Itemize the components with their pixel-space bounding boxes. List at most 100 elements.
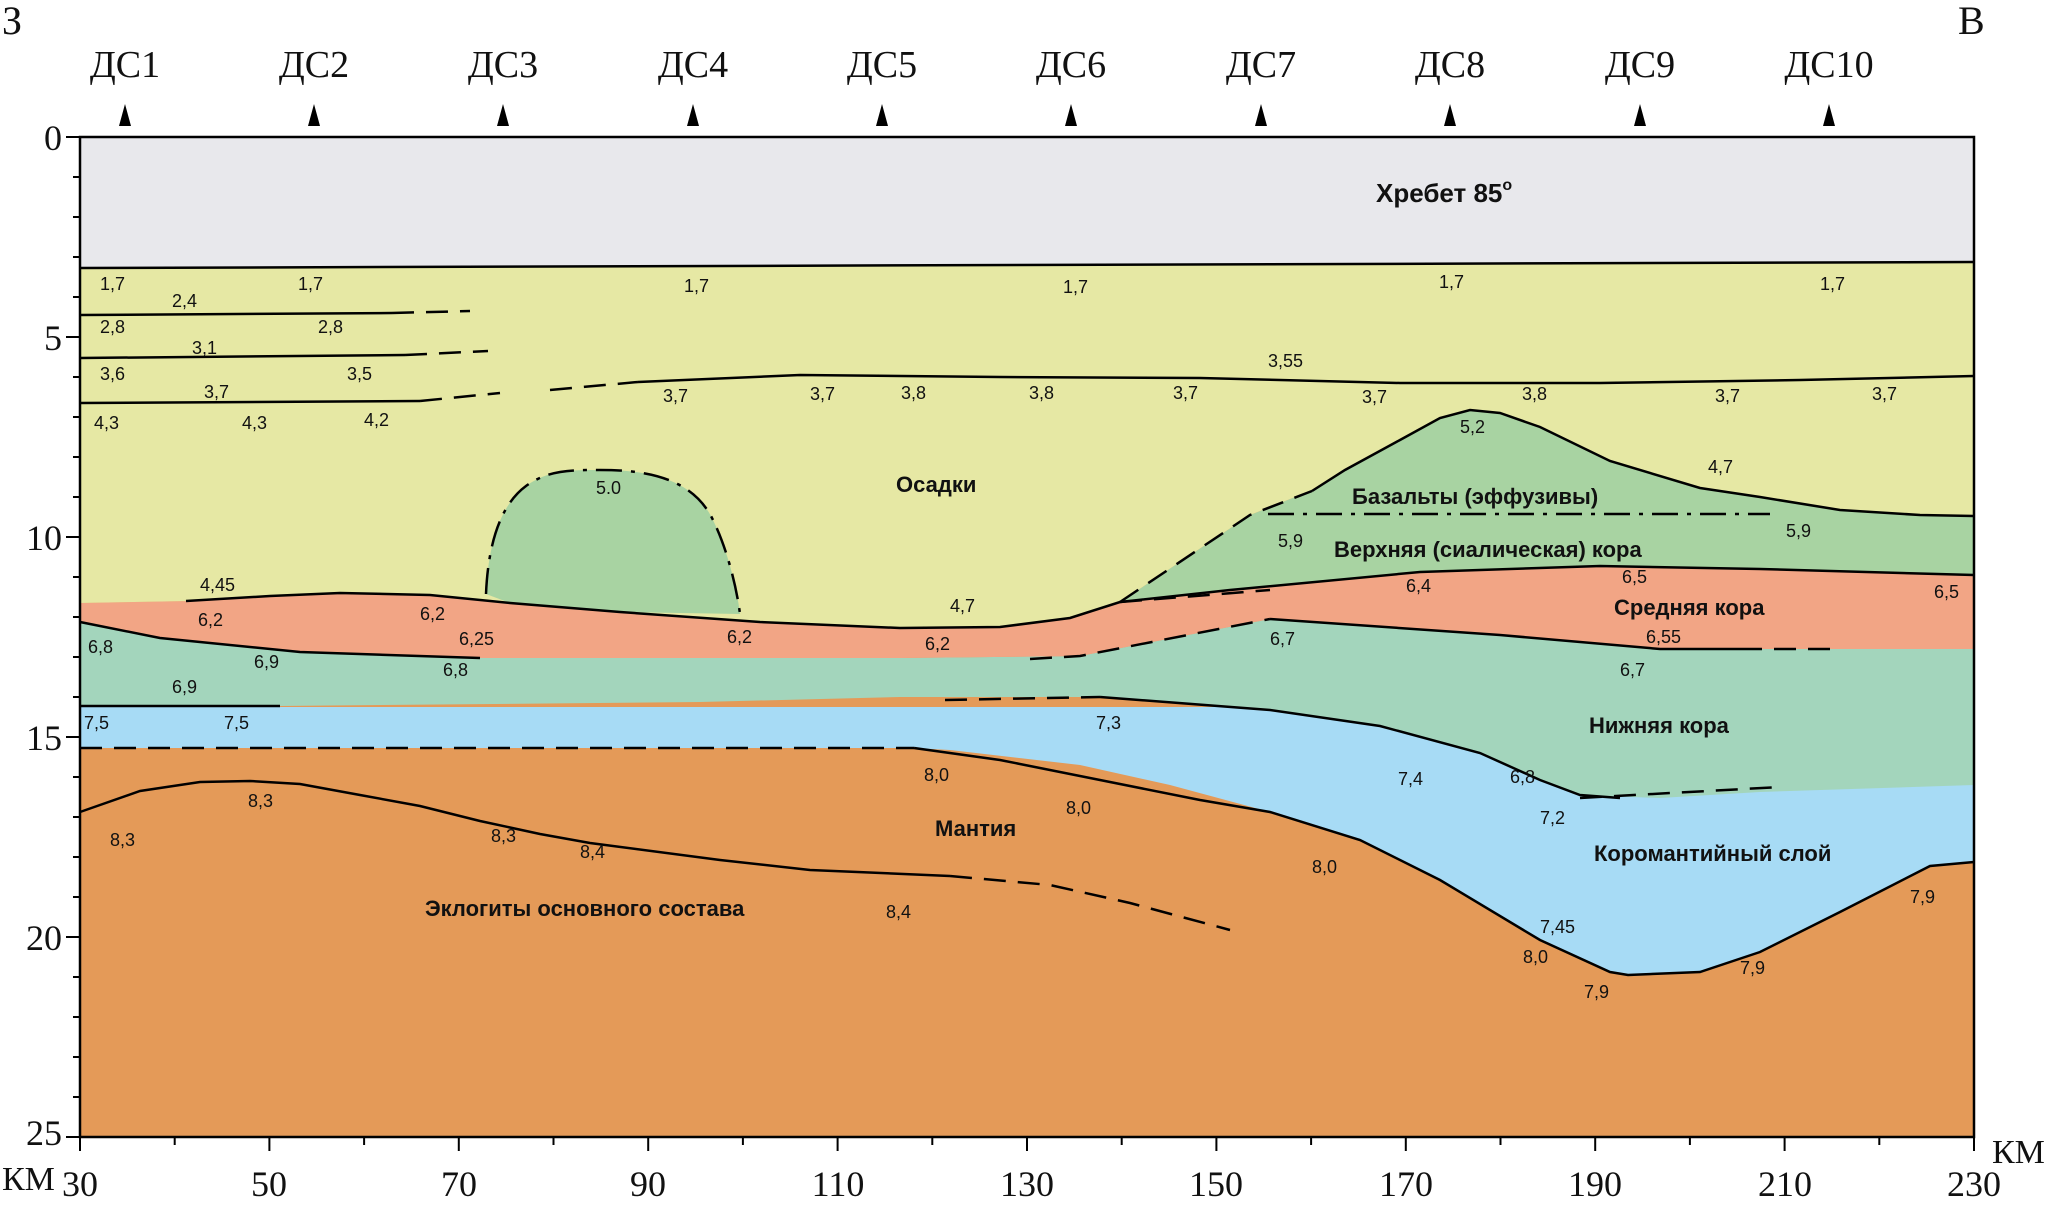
velocity-label: 6,2 bbox=[198, 610, 223, 630]
velocity-label: 4,45 bbox=[200, 575, 235, 595]
velocity-label: 6,2 bbox=[925, 634, 950, 654]
x-tick-label: 70 bbox=[441, 1164, 477, 1204]
y-tick-label: 5 bbox=[44, 318, 62, 358]
station-label: ДС9 bbox=[1605, 44, 1675, 86]
y-tick-label: 25 bbox=[26, 1113, 62, 1153]
y-tick-label: 0 bbox=[44, 118, 62, 158]
x-tick-label: 170 bbox=[1379, 1164, 1433, 1204]
velocity-label: 6,9 bbox=[254, 652, 279, 672]
station-labels: ДС1 ДС2 ДС3 ДС4 ДС5 ДС6 ДС7 ДС8 ДС9 ДС10 bbox=[90, 44, 1874, 86]
station-label: ДС10 bbox=[1784, 44, 1873, 86]
x-tick-marks bbox=[79, 1137, 1975, 1151]
velocity-label: 6,7 bbox=[1620, 660, 1645, 680]
station-triangle-icon bbox=[1444, 104, 1456, 126]
velocity-label: 7,45 bbox=[1540, 917, 1575, 937]
velocity-label: 6,8 bbox=[443, 660, 468, 680]
velocity-label: 4,3 bbox=[242, 413, 267, 433]
station-triangle-icon bbox=[497, 104, 509, 126]
velocity-label: 3,55 bbox=[1268, 351, 1303, 371]
velocity-label: 3,7 bbox=[1715, 386, 1740, 406]
velocity-label: 1,7 bbox=[1063, 277, 1088, 297]
x-tick-label: 110 bbox=[812, 1164, 865, 1204]
y-tick-label: 20 bbox=[26, 918, 62, 958]
velocity-label: 7,5 bbox=[84, 713, 109, 733]
x-axis-labels: 30 50 70 90 110 130 150 170 190 210 230 bbox=[62, 1164, 2001, 1204]
station-label: ДС6 bbox=[1036, 44, 1106, 86]
velocity-label: 1,7 bbox=[684, 276, 709, 296]
station-label: ДС7 bbox=[1226, 44, 1296, 86]
velocity-label: 1,7 bbox=[100, 274, 125, 294]
y-axis-labels: 0 5 10 15 20 25 bbox=[26, 118, 62, 1153]
velocity-labels: 1,7 2,4 1,7 1,7 1,7 1,7 1,7 2,8 2,8 3,1 … bbox=[84, 272, 1959, 1002]
velocity-label: 8,0 bbox=[1066, 798, 1091, 818]
basalts-label: Базальты (эффузивы) bbox=[1352, 484, 1598, 509]
velocity-label: 4,3 bbox=[94, 413, 119, 433]
station-triangle-icon bbox=[1065, 104, 1077, 126]
crust-mantle-label: Коромантийный слой bbox=[1594, 841, 1831, 866]
velocity-label: 6,25 bbox=[459, 629, 494, 649]
velocity-label: 3,7 bbox=[204, 382, 229, 402]
station-triangle-icon bbox=[308, 104, 320, 126]
velocity-label: 5,2 bbox=[1460, 417, 1485, 437]
velocity-label: 3,7 bbox=[1362, 387, 1387, 407]
station-triangle-icon bbox=[1823, 104, 1835, 126]
x-tick-label: 30 bbox=[62, 1164, 98, 1204]
crust-mantle-layer bbox=[80, 707, 1974, 975]
velocity-label: 8,4 bbox=[580, 842, 605, 862]
velocity-label: 2,4 bbox=[172, 291, 197, 311]
velocity-label: 6,5 bbox=[1622, 567, 1647, 587]
velocity-label: 3,5 bbox=[347, 364, 372, 384]
velocity-label: 2,8 bbox=[318, 317, 343, 337]
lower-crust-layer bbox=[80, 619, 1974, 798]
station-triangle-icon bbox=[119, 104, 131, 126]
velocity-label: 8,0 bbox=[924, 765, 949, 785]
station-triangle-icon bbox=[687, 104, 699, 126]
velocity-label: 8,4 bbox=[886, 902, 911, 922]
dashed-boundaries bbox=[80, 309, 1830, 932]
x-tick-label: 90 bbox=[630, 1164, 666, 1204]
dome-intrusion bbox=[486, 470, 740, 614]
x-tick-label: 190 bbox=[1568, 1164, 1622, 1204]
eclogites-label: Эклогиты основного состава bbox=[425, 896, 745, 921]
velocity-label: 4,7 bbox=[1708, 457, 1733, 477]
ridge-label: Хребет 85о bbox=[1376, 177, 1512, 208]
velocity-label: 3,1 bbox=[192, 338, 217, 358]
velocity-label: 3,6 bbox=[100, 364, 125, 384]
velocity-label: 3,7 bbox=[1872, 384, 1897, 404]
velocity-label: 7,3 bbox=[1096, 713, 1121, 733]
velocity-label: 3,8 bbox=[1029, 383, 1054, 403]
velocity-label: 6,9 bbox=[172, 677, 197, 697]
velocity-label: 6,5 bbox=[1934, 582, 1959, 602]
x-tick-label: 130 bbox=[1000, 1164, 1054, 1204]
sediments-label: Осадки bbox=[896, 472, 976, 497]
velocity-label: 5.0 bbox=[596, 478, 621, 498]
velocity-label: 6,7 bbox=[1270, 629, 1295, 649]
station-label: ДС3 bbox=[468, 44, 538, 86]
velocity-label: 3,7 bbox=[663, 386, 688, 406]
velocity-label: 1,7 bbox=[298, 274, 323, 294]
dash-dot-boundaries bbox=[484, 468, 1770, 615]
direction-west: З bbox=[2, 0, 22, 43]
velocity-label: 3,8 bbox=[901, 383, 926, 403]
y-tick-marks bbox=[66, 136, 80, 1138]
velocity-label: 8,0 bbox=[1523, 947, 1548, 967]
station-triangle-icon bbox=[1255, 104, 1267, 126]
station-label: ДС2 bbox=[279, 44, 349, 86]
velocity-label: 1,7 bbox=[1439, 272, 1464, 292]
velocity-label: 4,2 bbox=[364, 410, 389, 430]
velocity-label: 6,55 bbox=[1646, 627, 1681, 647]
velocity-label: 4,7 bbox=[950, 596, 975, 616]
upper-crust-label: Верхняя (сиалическая) кора bbox=[1334, 537, 1642, 562]
station-label: ДС1 bbox=[90, 44, 160, 86]
mantle-label: Мантия bbox=[935, 816, 1016, 841]
station-triangle-icon bbox=[1634, 104, 1646, 126]
velocity-label: 2,8 bbox=[100, 317, 125, 337]
direction-east: В bbox=[1958, 0, 1985, 43]
velocity-label: 3,8 bbox=[1522, 384, 1547, 404]
station-triangle-icon bbox=[876, 104, 888, 126]
velocity-label: 3,7 bbox=[1173, 383, 1198, 403]
ridge-layer bbox=[80, 137, 1974, 268]
x-tick-label: 150 bbox=[1189, 1164, 1243, 1204]
velocity-label: 6,8 bbox=[88, 637, 113, 657]
